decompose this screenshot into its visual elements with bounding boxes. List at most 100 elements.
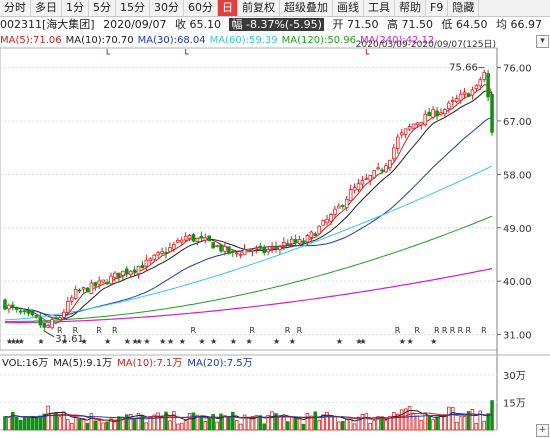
candle-body [297,239,302,244]
candle-body [152,254,157,260]
candle-body [132,269,137,272]
candle-body [333,208,337,215]
candle-body [419,122,424,126]
vol-legend-item-0: VOL:16万 [2,358,49,369]
candle-body [486,73,490,98]
candle-body [348,189,353,202]
candle-body [439,112,443,115]
volume-bar [215,421,219,431]
volume-bar [66,419,70,431]
volume-bar [356,416,361,431]
period-tab-0[interactable]: 分时 [0,0,31,16]
candle-body [376,167,380,170]
chart-option-icon[interactable]: ▾ [536,35,549,48]
volume-bar [89,413,94,431]
candle-body [337,205,341,209]
candle-body [270,246,274,249]
volume-bar [282,416,286,431]
candle-body [301,240,306,244]
close-price: 收 65.10 [174,18,221,31]
candle-body [380,169,384,172]
candle-body [187,235,192,239]
volume-bar [329,416,333,431]
candle-body [411,123,416,129]
candle-body [313,233,318,237]
volume-bar [46,405,50,431]
stock-name[interactable]: 002311[海大集团] [0,18,95,31]
volume-bar [223,415,227,431]
period-tab-10[interactable]: 画线 [333,0,364,16]
volume-bar [454,421,459,431]
candle-body [372,170,376,179]
open-price: 开 71.50 [332,18,379,31]
candle-body [462,91,467,95]
signal-r-mark: R [285,326,291,335]
volume-bar [368,422,373,431]
ma60-line [4,165,493,321]
volume-bar [462,415,467,431]
period-tab-9[interactable]: 超级叠加 [280,0,333,16]
candle-body [77,289,82,292]
volume-bar [34,416,39,431]
volume-bar [199,417,204,431]
period-tab-6[interactable]: 60分 [184,0,218,16]
period-tab-14[interactable]: 隐藏 [448,0,480,16]
candle-body [443,109,447,115]
candle-body [282,241,286,247]
volume-option-icon[interactable]: + [536,424,549,437]
period-tab-12[interactable]: 帮助 [395,0,426,16]
candle-body [54,317,58,319]
signal-star-mark: ★ [81,337,88,346]
volume-bar [270,411,274,431]
candle-body [179,239,184,243]
candle-body [199,235,204,239]
ma-legend: MA(5):71.06 MA(10):70.70 MA(30):68.04 MA(60… [0,34,550,48]
period-tab-1[interactable]: 多日 [31,0,62,16]
ma-legend-item-1: MA(10):70.70 [65,35,134,46]
volume-bar [81,418,86,431]
candle-body [172,243,176,250]
signal-star-mark: ★ [124,337,131,346]
price-tick-label: 76.00 [503,64,532,75]
volume-bar [69,422,74,431]
candle-body [215,245,219,248]
volume-bar [305,412,310,431]
candle-body [109,275,113,285]
candle-body [246,248,251,251]
period-tab-2[interactable]: 1分 [62,0,89,16]
candle-body [227,246,231,254]
period-tab-8[interactable]: 前复权 [238,0,280,16]
period-tab-13[interactable]: F9 [426,0,449,16]
volume-bar [364,413,369,431]
period-tab-5[interactable]: 30分 [150,0,184,16]
volume-bar [435,416,439,431]
volume-bar [431,419,435,431]
volume-bar [266,414,270,431]
candle-body [231,250,235,253]
period-tab-3[interactable]: 5分 [89,0,116,16]
volume-bar [73,415,78,431]
volume-bar [113,421,117,431]
period-tab-7[interactable]: 日 [218,0,238,16]
candle-body [168,247,172,253]
candle-body [11,304,15,308]
signal-star-mark: ★ [336,337,343,346]
signal-star-mark: ★ [18,337,25,346]
volume-bar [403,408,408,431]
period-tab-11[interactable]: 工具 [364,0,395,16]
volume-bar [183,420,188,431]
volume-bar [101,422,105,431]
volume-bar [450,407,455,431]
candle-body [207,235,211,242]
ma120-line [5,215,493,322]
candle-body [384,165,388,173]
ma-legend-item-4: MA(120):50.96 [281,35,356,46]
ma-legend-item-0: MA(5):71.06 [0,35,62,46]
candle-body [101,279,105,283]
signal-star-mark: ★ [143,337,150,346]
candle-body [117,272,121,278]
period-tab-4[interactable]: 15分 [116,0,150,16]
signal-star-mark: ★ [407,337,414,346]
volume-bar [227,416,231,431]
